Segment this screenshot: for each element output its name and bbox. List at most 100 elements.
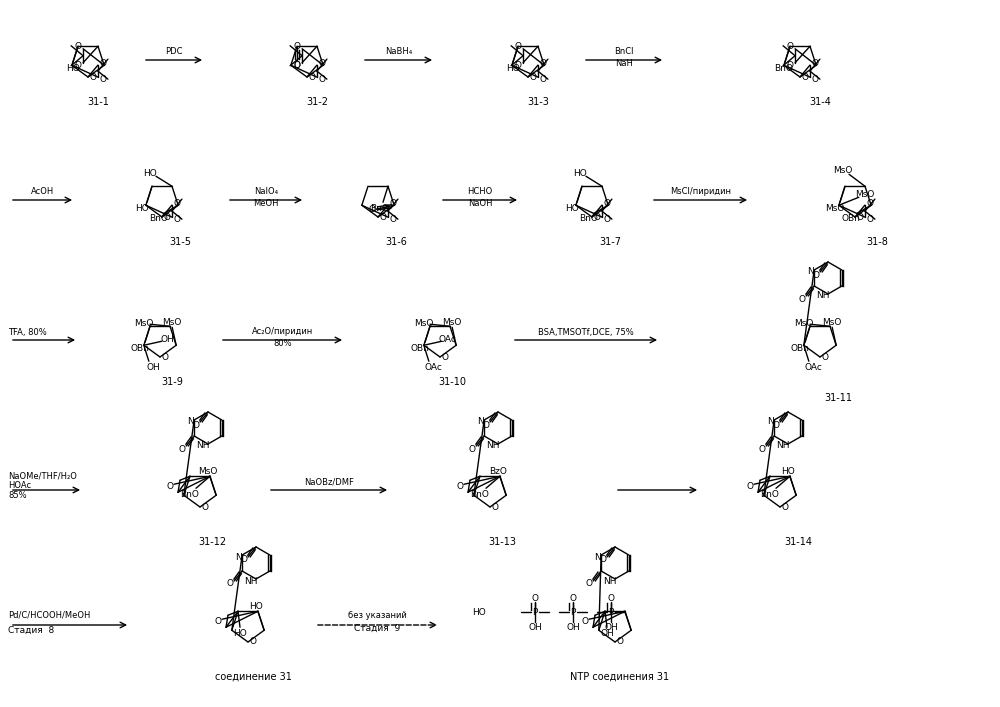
Text: 31-5: 31-5 [169, 237, 191, 247]
Text: O: O [250, 638, 256, 646]
Text: O: O [492, 503, 498, 511]
Text: O: O [812, 271, 820, 279]
Text: O: O [532, 594, 539, 603]
Text: O: O [772, 421, 780, 429]
Text: 31-6: 31-6 [385, 237, 407, 247]
Text: P: P [532, 608, 538, 617]
Text: 80%: 80% [273, 339, 292, 348]
Text: BSA,TMSOTf,DCE, 75%: BSA,TMSOTf,DCE, 75% [538, 327, 634, 337]
Text: 31-13: 31-13 [488, 537, 516, 547]
Text: Стадия  9: Стадия 9 [354, 624, 400, 633]
Text: O: O [482, 421, 490, 429]
Text: Pd/C/HCOOH/MeOH: Pd/C/HCOOH/MeOH [8, 611, 90, 619]
Text: HOAc: HOAc [8, 481, 31, 491]
Text: OBn: OBn [791, 344, 809, 353]
Text: 85%: 85% [8, 491, 27, 501]
Text: MsO: MsO [833, 165, 853, 175]
Text: NaOMe/THF/H₂O: NaOMe/THF/H₂O [8, 472, 77, 481]
Text: O: O [99, 75, 106, 83]
Text: NH: NH [776, 441, 790, 450]
Text: 31-9: 31-9 [161, 377, 183, 387]
Text: O: O [603, 215, 610, 223]
Text: OH: OH [566, 623, 580, 632]
Text: HO: HO [143, 169, 157, 177]
Text: HO: HO [781, 467, 795, 476]
Text: O: O [75, 62, 82, 70]
Text: 31-2: 31-2 [306, 97, 328, 107]
Text: соединение 31: соединение 31 [215, 672, 291, 682]
Text: O: O [99, 59, 106, 68]
Text: P: P [608, 608, 614, 617]
Text: O: O [469, 445, 476, 453]
Text: 31-4: 31-4 [809, 97, 831, 107]
Text: O: O [389, 199, 396, 208]
Text: N: N [187, 418, 194, 426]
Text: O: O [227, 580, 234, 588]
Text: O: O [802, 73, 808, 81]
Text: HO: HO [66, 64, 80, 73]
Text: N: N [807, 267, 814, 276]
Text: NTP соединения 31: NTP соединения 31 [570, 672, 670, 682]
Text: OH: OH [600, 629, 614, 638]
Text: MsO: MsO [162, 317, 182, 327]
Text: BnO: BnO [149, 214, 168, 223]
Text: HO: HO [506, 64, 520, 73]
Text: MsO: MsO [855, 189, 875, 199]
Text: O: O [616, 638, 624, 646]
Text: O: O [782, 503, 788, 511]
Text: MsCl/пиридин: MsCl/пиридин [670, 187, 731, 197]
Text: O: O [294, 62, 301, 70]
Text: O: O [192, 421, 200, 429]
Text: NH: NH [244, 576, 258, 585]
Text: NH: NH [603, 576, 617, 585]
Text: O: O [747, 481, 754, 491]
Text: O: O [811, 59, 818, 68]
Text: O: O [318, 59, 325, 68]
Text: O: O [173, 199, 180, 208]
Text: O: O [369, 205, 376, 214]
Text: O: O [822, 353, 828, 361]
Text: O: O [608, 594, 615, 603]
Text: TFA, 80%: TFA, 80% [8, 327, 47, 337]
Text: O: O [570, 594, 577, 603]
Text: OH: OH [604, 623, 618, 632]
Text: O: O [457, 481, 464, 491]
Text: P: P [570, 608, 576, 617]
Text: NH: NH [486, 441, 500, 450]
Text: 31-7: 31-7 [599, 237, 621, 247]
Text: O: O [294, 61, 301, 70]
Text: MsO: MsO [442, 317, 462, 327]
Text: 31-10: 31-10 [438, 377, 466, 387]
Text: O: O [294, 42, 301, 51]
Text: 31-12: 31-12 [198, 537, 226, 547]
Text: O: O [586, 580, 593, 588]
Text: NaOH: NaOH [468, 199, 492, 207]
Text: O: O [179, 445, 186, 453]
Text: O: O [318, 75, 325, 83]
Text: OH: OH [147, 363, 161, 372]
Text: 31-14: 31-14 [784, 537, 812, 547]
Text: O: O [215, 617, 222, 626]
Text: Ac₂O/пиридин: Ac₂O/пиридин [252, 327, 313, 337]
Text: BnO: BnO [761, 490, 779, 498]
Text: HO: HO [249, 602, 263, 611]
Text: BnCl: BnCl [614, 47, 634, 57]
Text: O: O [530, 73, 536, 81]
Text: MeOH: MeOH [253, 199, 279, 207]
Text: OH: OH [528, 623, 542, 632]
Text: O: O [799, 295, 806, 303]
Text: BnO: BnO [371, 204, 389, 213]
Text: MsO: MsO [825, 204, 845, 213]
Text: MsO: MsO [198, 467, 218, 476]
Text: O: O [787, 62, 794, 70]
Text: N: N [767, 418, 774, 426]
Text: O: O [787, 42, 794, 51]
Text: MsO: MsO [794, 319, 814, 328]
Text: OBn: OBn [842, 214, 861, 223]
Text: BnO: BnO [775, 64, 793, 73]
Text: O: O [442, 353, 448, 361]
Text: NaBH₄: NaBH₄ [385, 47, 412, 57]
Text: O: O [539, 59, 546, 68]
Text: O: O [240, 556, 248, 564]
Text: O: O [603, 199, 610, 208]
